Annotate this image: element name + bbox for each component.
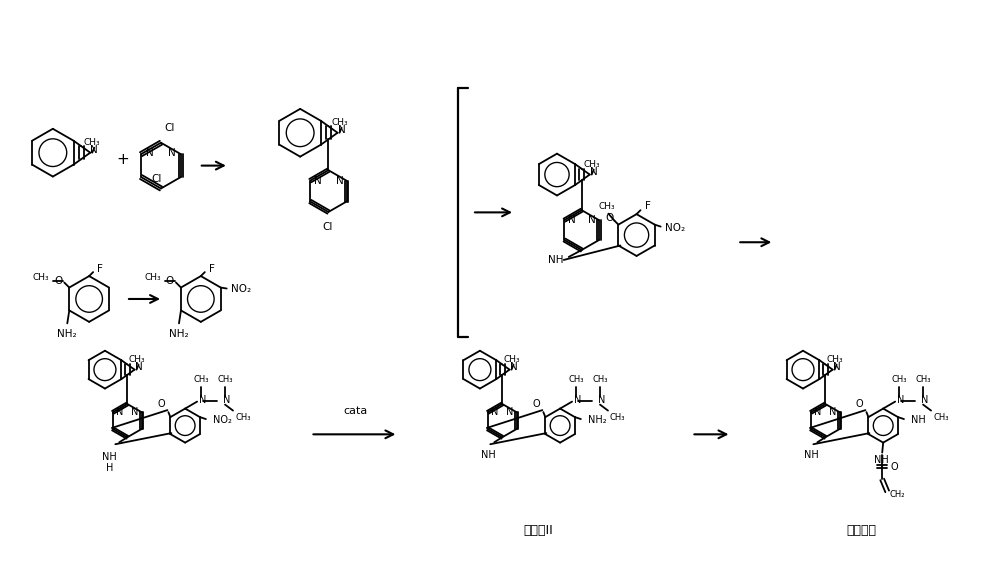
Text: N: N	[131, 407, 139, 417]
Text: N: N	[588, 215, 596, 225]
Text: N: N	[491, 407, 498, 417]
Text: N: N	[116, 407, 123, 417]
Text: CH₃: CH₃	[915, 375, 931, 384]
Text: CH₃: CH₃	[33, 273, 49, 282]
Text: N: N	[568, 215, 576, 225]
Text: CH₃: CH₃	[217, 375, 233, 384]
Text: N: N	[135, 362, 142, 372]
Text: N: N	[897, 394, 905, 404]
Text: N: N	[829, 407, 837, 417]
Text: F: F	[97, 264, 103, 274]
Text: CH₃: CH₃	[568, 375, 584, 384]
Text: O: O	[166, 275, 174, 285]
Text: CH₃: CH₃	[331, 118, 348, 127]
Text: CH₃: CH₃	[592, 375, 608, 384]
Text: NH₂: NH₂	[57, 329, 77, 339]
Text: N: N	[506, 407, 514, 417]
Text: N: N	[590, 167, 598, 177]
Text: N: N	[833, 362, 840, 372]
Text: CH₃: CH₃	[235, 413, 251, 421]
Text: CH₃: CH₃	[503, 355, 520, 364]
Text: NO₂: NO₂	[665, 222, 685, 232]
Text: CH₃: CH₃	[583, 160, 600, 168]
Text: F: F	[209, 264, 215, 274]
Text: CH₃: CH₃	[193, 375, 209, 384]
Text: NH: NH	[874, 454, 889, 464]
Text: O: O	[605, 212, 613, 222]
Text: CH₃: CH₃	[128, 355, 145, 364]
Text: N: N	[223, 394, 230, 404]
Text: N: N	[510, 362, 517, 372]
Text: N: N	[574, 394, 581, 404]
Text: NH: NH	[804, 450, 819, 460]
Text: N: N	[199, 394, 206, 404]
Text: 奥西替尼: 奥西替尼	[846, 524, 876, 537]
Text: CH₃: CH₃	[144, 273, 161, 282]
Text: N: N	[314, 176, 322, 185]
Text: NH: NH	[911, 415, 926, 425]
Text: O: O	[890, 461, 898, 471]
Text: 结构忎II: 结构忎II	[523, 524, 553, 537]
Text: NH: NH	[481, 450, 496, 460]
Text: N: N	[921, 394, 928, 404]
Text: NH₂: NH₂	[169, 329, 189, 339]
Text: O: O	[856, 399, 863, 409]
Text: N: N	[336, 176, 344, 185]
Text: NH₂: NH₂	[588, 415, 606, 425]
Text: N: N	[168, 148, 176, 158]
Text: CH₂: CH₂	[889, 490, 905, 499]
Text: NO₂: NO₂	[213, 415, 232, 425]
Text: NO₂: NO₂	[231, 284, 251, 294]
Text: Cl: Cl	[151, 174, 161, 184]
Text: N: N	[338, 125, 345, 135]
Text: N: N	[814, 407, 821, 417]
Text: CH₃: CH₃	[891, 375, 907, 384]
Text: O: O	[54, 275, 62, 285]
Text: CH₃: CH₃	[933, 413, 949, 421]
Text: N: N	[598, 394, 605, 404]
Text: NH: NH	[102, 452, 117, 462]
Text: H: H	[106, 463, 113, 473]
Text: O: O	[533, 399, 540, 409]
Text: O: O	[158, 399, 165, 409]
Text: cata: cata	[343, 406, 368, 416]
Text: CH₃: CH₃	[84, 138, 101, 147]
Text: CH₃: CH₃	[826, 355, 843, 364]
Text: F: F	[645, 201, 650, 211]
Text: Cl: Cl	[322, 222, 333, 232]
Text: N: N	[146, 148, 154, 158]
Text: N: N	[90, 144, 98, 155]
Text: +: +	[117, 152, 129, 167]
Text: Cl: Cl	[164, 123, 174, 133]
Text: NH: NH	[548, 255, 564, 265]
Text: CH₃: CH₃	[598, 202, 615, 211]
Text: CH₃: CH₃	[610, 413, 625, 421]
